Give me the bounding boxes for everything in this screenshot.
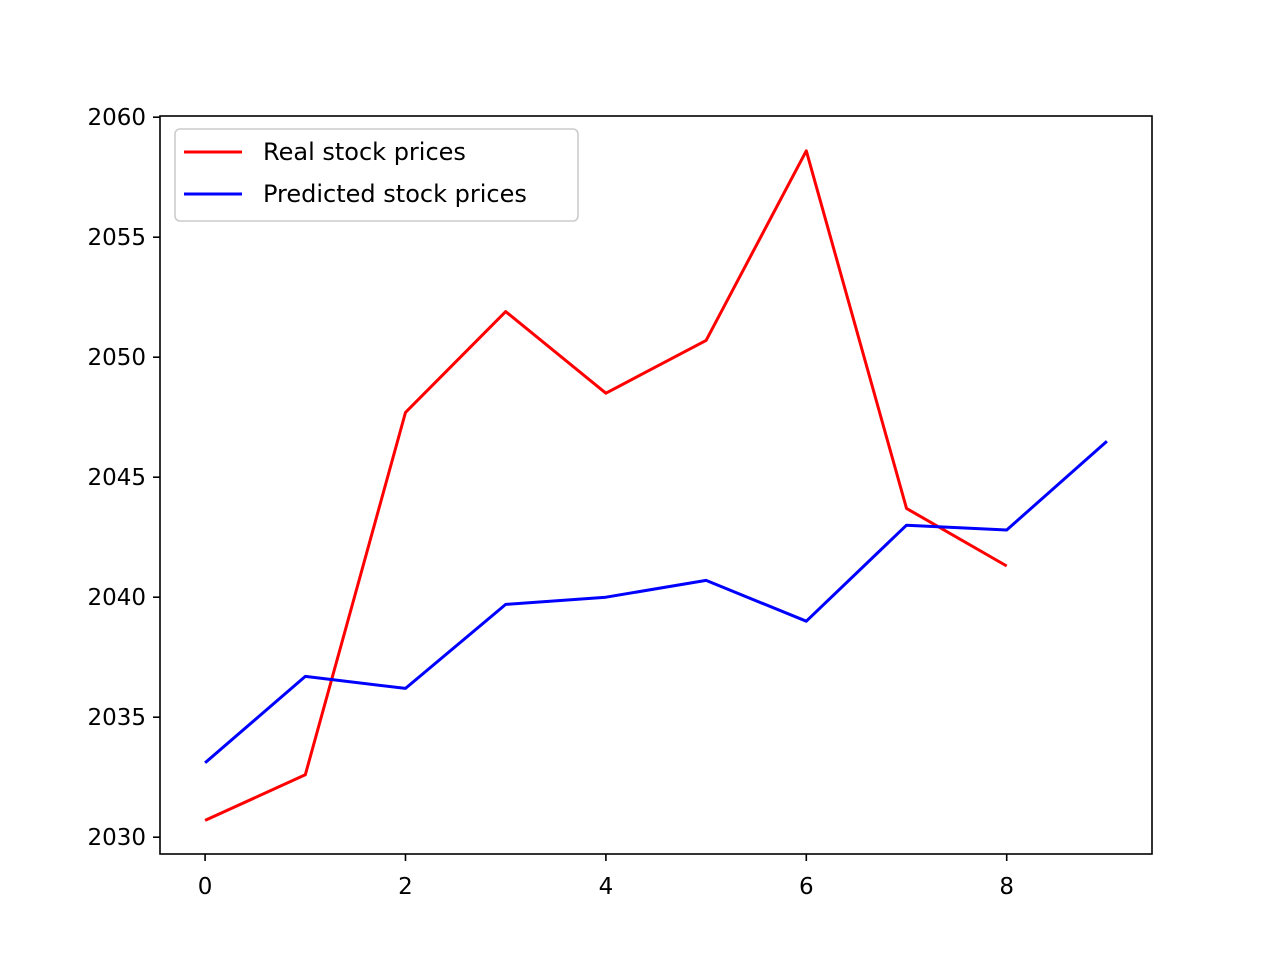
legend-box [174, 128, 579, 222]
y-tick-label: 2055 [87, 225, 146, 251]
x-tick-label: 8 [999, 874, 1014, 900]
x-tick-label: 4 [599, 874, 614, 900]
x-tick-label: 2 [398, 874, 413, 900]
x-tick-label: 0 [198, 874, 213, 900]
series-line-1 [204, 440, 1108, 764]
legend-label-0: Real stock prices [263, 138, 466, 166]
y-tick-label: 2035 [87, 705, 146, 731]
y-tick-label: 2045 [87, 465, 146, 491]
plot-frame [159, 115, 1153, 855]
y-tick-label: 2050 [87, 345, 146, 371]
y-tick-label: 2060 [87, 105, 146, 131]
legend: Real stock prices Predicted stock prices [174, 128, 579, 222]
y-tick-label: 2030 [87, 825, 146, 851]
legend-label-1: Predicted stock prices [263, 180, 527, 208]
y-axis: 2030 2035 2040 2045 2050 2055 2060 [87, 105, 160, 851]
x-tick-label: 6 [799, 874, 814, 900]
series-line-0 [204, 149, 1008, 822]
series-layer [204, 149, 1108, 822]
x-axis: 0 2 4 6 8 [198, 854, 1014, 900]
y-tick-label: 2040 [87, 585, 146, 611]
